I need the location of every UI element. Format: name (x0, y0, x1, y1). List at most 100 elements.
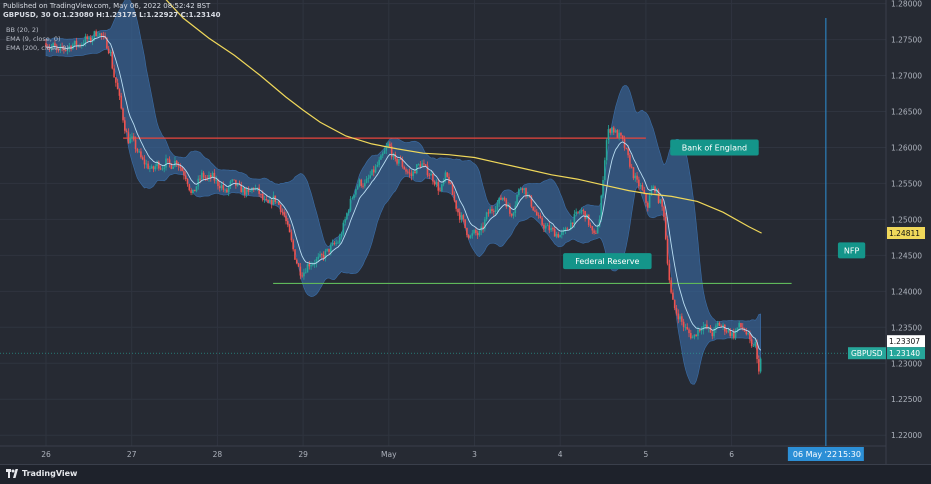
symbol-tag-label: GBPUSD (851, 349, 883, 358)
candle-body (754, 341, 757, 346)
candle-body (544, 225, 547, 229)
candle-body (97, 35, 99, 37)
indicator-ema9[interactable]: EMA (9, close, 0) (6, 35, 61, 43)
candle-body (324, 250, 327, 259)
ema9-line (45, 36, 762, 351)
candle-body (337, 242, 339, 244)
candle-body (48, 47, 51, 49)
candle-body (543, 224, 545, 229)
candle-body (267, 200, 269, 203)
price-tag-label: 1.23307 (889, 337, 920, 346)
candle-body (193, 189, 196, 192)
tradingview-logo[interactable]: TradingView (6, 469, 77, 478)
x-tick-label: 5 (644, 450, 649, 459)
candle-body (659, 199, 662, 203)
candle-body (353, 194, 355, 199)
candle-body (86, 36, 88, 39)
candle-body (663, 206, 665, 217)
candle-body (401, 159, 404, 167)
candle-body (165, 158, 167, 168)
candle-body (292, 240, 294, 250)
candle-body (627, 148, 629, 156)
candle-body (227, 186, 230, 193)
candle-body (727, 329, 730, 332)
candle-body (287, 221, 289, 225)
candle-body (389, 143, 391, 147)
candle-body (100, 33, 103, 36)
candle-body (598, 219, 601, 228)
candle-body (260, 193, 262, 195)
candle-body (455, 200, 457, 209)
candle-body (355, 189, 357, 195)
candle-body (113, 68, 115, 78)
candle-body (154, 166, 157, 170)
candle-body (408, 172, 411, 174)
candle-body (127, 132, 130, 144)
candle-body (163, 167, 166, 169)
price-tag (887, 226, 925, 239)
candle-body (630, 166, 633, 168)
candle-body (636, 175, 638, 180)
candle-body (616, 130, 619, 138)
candle-body (697, 329, 699, 336)
candle-body (752, 345, 755, 347)
candle-body (84, 36, 87, 44)
candle-body (269, 199, 271, 203)
candle-body (132, 136, 135, 140)
candle-body (45, 43, 47, 48)
candle-body (573, 213, 576, 225)
price-tag (887, 347, 925, 360)
indicator-ema200[interactable]: EMA (200, close, 0) (6, 44, 69, 52)
candle-body (713, 328, 715, 337)
candle-body (222, 185, 225, 190)
candle-body (655, 190, 658, 193)
callout-label: Federal Reserve (575, 257, 639, 266)
candle-body (604, 160, 606, 181)
candle-body (498, 197, 500, 204)
candle-body (208, 175, 210, 178)
candle-body (596, 227, 599, 234)
candle-body (584, 210, 586, 219)
candle-body (360, 179, 363, 186)
x-tick-label: 4 (558, 450, 563, 459)
candle-body (648, 195, 651, 208)
candle-body (509, 205, 511, 214)
plot-background (0, 0, 931, 464)
candle-body (453, 194, 456, 201)
candle-body (407, 171, 409, 173)
candle-body (329, 245, 332, 252)
y-tick-label: 1.23000 (891, 359, 922, 368)
candle-body (756, 341, 758, 360)
callout-label: Bank of England (682, 143, 747, 152)
candle-body (285, 215, 287, 222)
candle-body (621, 135, 624, 140)
candle-body (374, 166, 377, 173)
candle-body (731, 332, 733, 336)
candle-body (695, 334, 697, 336)
indicator-bb[interactable]: BB (20, 2) (6, 26, 39, 34)
candle-body (317, 256, 320, 260)
candle-body (595, 233, 597, 234)
candle-body (471, 233, 474, 236)
candle-body (158, 161, 160, 169)
candle-body (580, 210, 583, 213)
candle-body (109, 51, 112, 54)
candle-body (279, 204, 282, 212)
candle-body (134, 139, 137, 149)
candle-body (747, 333, 749, 335)
candle-body (684, 326, 687, 328)
symbol-ohlc-line: GBPUSD, 30 O:1.23080 H:1.23175 L:1.22927… (3, 11, 221, 19)
y-tick-label: 1.26000 (891, 143, 922, 152)
candle-body (306, 264, 309, 273)
candle-body (161, 168, 164, 170)
candle-body (206, 177, 209, 179)
candle-body (304, 272, 307, 274)
candle-body (321, 254, 323, 255)
candle-body (333, 243, 336, 244)
candle-body (501, 197, 504, 200)
candle-body (738, 323, 740, 328)
candle-body (168, 159, 171, 164)
candle-body (272, 195, 275, 205)
candle-body (387, 143, 389, 147)
